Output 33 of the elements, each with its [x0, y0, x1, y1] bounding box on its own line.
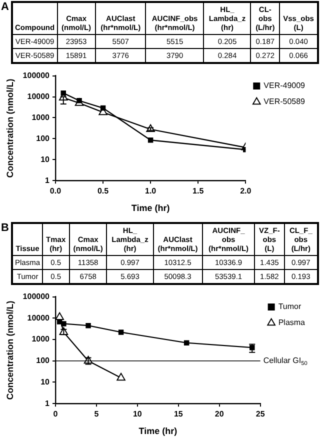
- text: B: [1, 222, 10, 234]
- y-tick-label: 1000: [32, 112, 50, 122]
- y-tick-label: 10000: [27, 92, 50, 101]
- x-tick-label: 15: [174, 410, 184, 419]
- x-axis-title: Time (hr): [138, 426, 178, 436]
- y-tick-label: 10000: [27, 313, 50, 322]
- x-tick-label: 2.0: [240, 186, 252, 196]
- x-tick-label: 0: [53, 410, 58, 419]
- text: A: [1, 1, 10, 13]
- y-tick-label: 100: [36, 134, 50, 143]
- y-tick-label: 100000: [22, 292, 50, 302]
- y-tick-label: 1: [45, 398, 50, 408]
- y-tick-label: 1000: [32, 334, 50, 344]
- x-tick-label: 10: [132, 410, 142, 419]
- x-tick-label: 1.0: [145, 186, 157, 196]
- x-tick-label: 20: [214, 410, 224, 419]
- x-tick-label: 0.5: [97, 186, 110, 196]
- legend-label: VER-50589: [264, 97, 306, 106]
- y-axis-title: Concentration (nmol/L): [4, 78, 15, 178]
- legend-label: Tumor: [278, 302, 302, 312]
- y-axis-title: Concentration (nmol/L): [4, 300, 15, 400]
- x-tick-label: 0.0: [50, 186, 62, 196]
- y-tick-label: 100000: [22, 71, 50, 80]
- y-tick-label: 10: [40, 377, 50, 386]
- y-tick-label: 1: [45, 176, 50, 185]
- y-tick-label: 100: [36, 356, 50, 366]
- x-tick-label: 25: [256, 410, 266, 419]
- x-tick-label: 1.5: [192, 186, 204, 196]
- y-tick-label: 10: [40, 154, 50, 164]
- legend-label: VER-49009: [264, 81, 306, 90]
- x-axis-title: Time (hr): [131, 203, 170, 214]
- legend-label: Plasma: [278, 318, 306, 328]
- x-tick-label: 5: [94, 410, 100, 419]
